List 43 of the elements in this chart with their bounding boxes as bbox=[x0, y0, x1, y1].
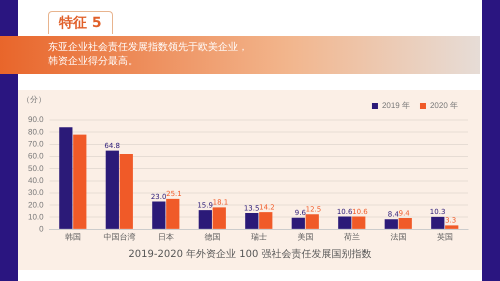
text: 2019-2020 年外资企业 100 强社会责任发展国别指数 bbox=[127, 248, 373, 261]
bar bbox=[166, 198, 180, 229]
bar bbox=[292, 218, 305, 229]
bar bbox=[73, 134, 86, 229]
y-axis-title: （分） bbox=[22, 95, 46, 104]
y-tick-label: 70.0 bbox=[28, 140, 44, 149]
y-tick-label: 10.0 bbox=[28, 212, 44, 222]
bar bbox=[106, 150, 119, 229]
bar bbox=[352, 216, 366, 229]
bar bbox=[259, 212, 272, 229]
bar bbox=[198, 210, 212, 229]
chart-title: 特征 5 bbox=[48, 11, 113, 34]
legend-label: 2019 年 bbox=[382, 101, 410, 110]
y-tick-label: 20.0 bbox=[28, 200, 44, 210]
bar bbox=[212, 207, 226, 229]
x-tick-label: 荷兰 bbox=[344, 232, 360, 242]
x-tick-label: 美国 bbox=[297, 232, 314, 242]
bar bbox=[398, 218, 412, 229]
x-tick-label: 德国 bbox=[204, 232, 220, 242]
y-tick-label: 0 bbox=[39, 224, 44, 234]
y-tick-label: 90.0 bbox=[28, 115, 44, 124]
y-tick-label: 30.0 bbox=[28, 188, 44, 198]
bar bbox=[445, 225, 458, 229]
bar bbox=[152, 201, 166, 229]
y-tick-label: 50.0 bbox=[28, 164, 44, 173]
x-tick-label: 英国 bbox=[436, 232, 453, 242]
x-tick-label: 瑞士 bbox=[250, 232, 267, 242]
bar bbox=[59, 127, 72, 229]
chart-subtitle: 东亚企业社会责任发展指数领先于欧美企业，韩资企业得分最高。 bbox=[48, 41, 249, 69]
legend-label: 2020 年 bbox=[430, 101, 458, 110]
x-tick-label: 日本 bbox=[158, 232, 174, 242]
bar bbox=[431, 216, 444, 229]
y-tick-label: 40.0 bbox=[28, 176, 44, 185]
y-tick-label: 80.0 bbox=[28, 127, 44, 136]
y-tick-label: 60.0 bbox=[28, 152, 44, 161]
bar bbox=[245, 212, 258, 229]
bar bbox=[338, 216, 352, 229]
bar bbox=[306, 214, 319, 229]
x-tick-label: 韩国 bbox=[64, 232, 81, 242]
x-tick-label: 法国 bbox=[390, 232, 406, 242]
bar bbox=[384, 219, 398, 229]
bar bbox=[120, 154, 133, 229]
x-tick-label: 中国台湾 bbox=[103, 232, 136, 242]
